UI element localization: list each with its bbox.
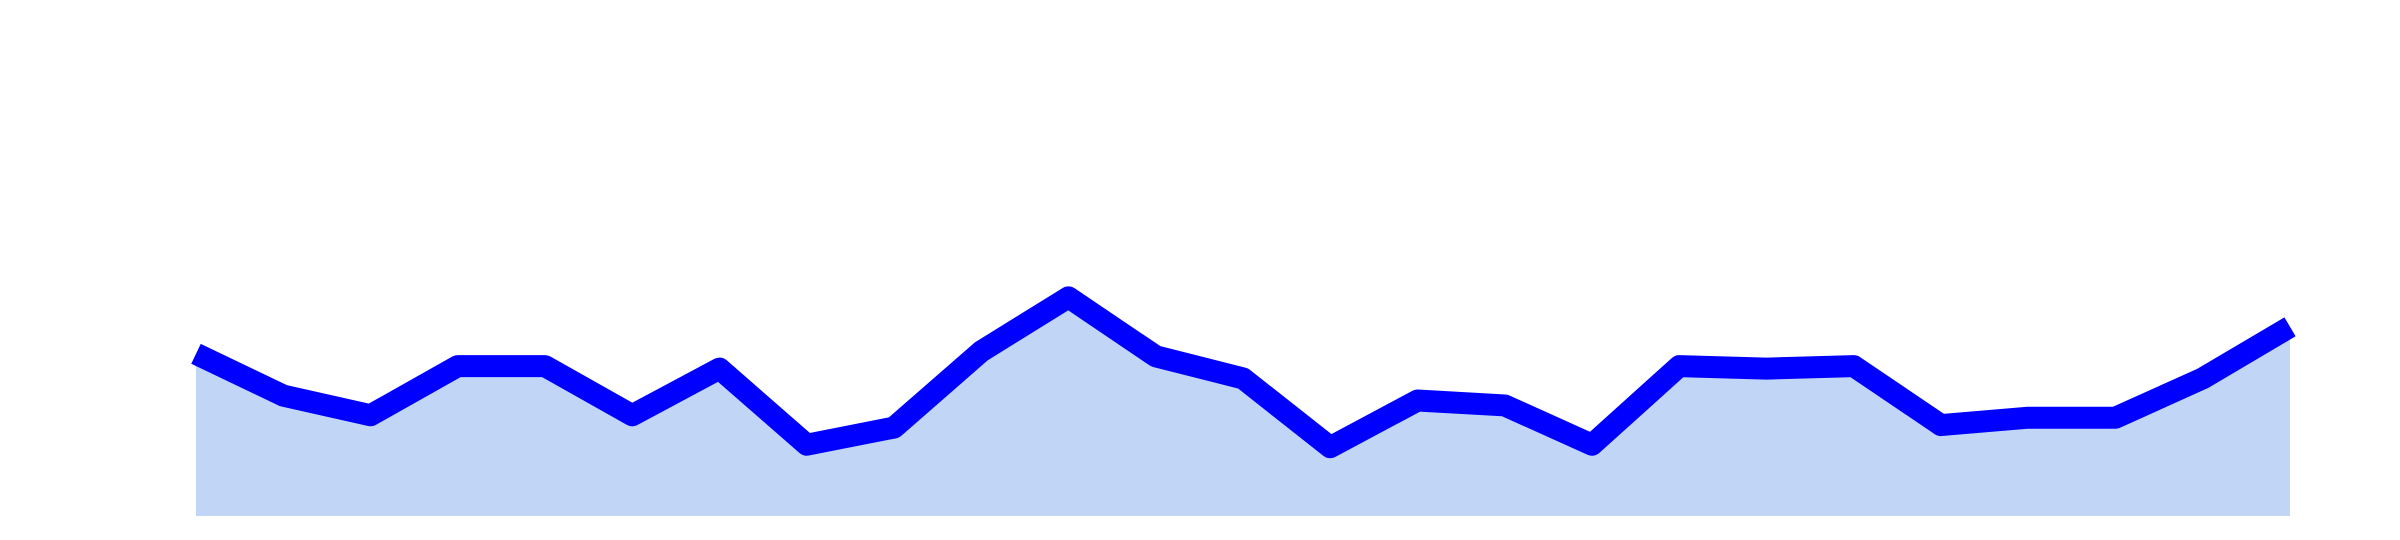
area-fill <box>196 297 2290 516</box>
area-layer <box>196 297 2290 516</box>
line-layer <box>191 286 2296 459</box>
series-line <box>191 286 2296 459</box>
